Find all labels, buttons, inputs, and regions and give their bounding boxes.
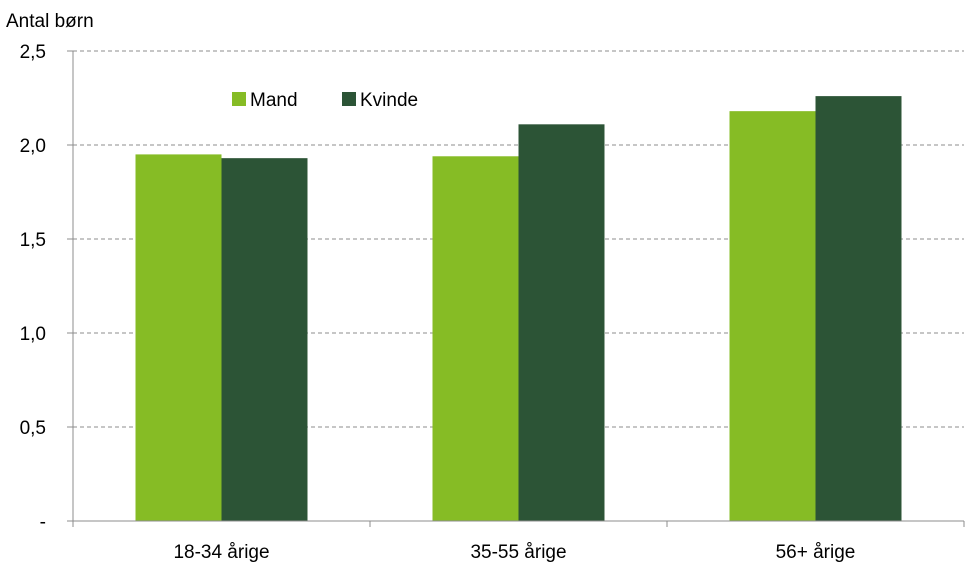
y-axis-label: Antal børn [6,11,94,32]
legend-label-kvinde: Kvinde [360,90,418,111]
bars [135,96,902,522]
legend: Mand Kvinde [232,90,418,111]
x-tick-labels: 18-34 årige 35-55 årige 56+ årige [173,542,855,563]
axes [72,51,965,527]
legend-swatch-mand [232,92,246,106]
y-tick-label: 1,0 [20,324,46,345]
y-tick-labels: - 0,5 1,0 1,5 2,0 2,5 [20,42,46,533]
y-tick-label: - [40,512,46,533]
legend-label-mand: Mand [250,90,298,111]
y-tick-label: 2,5 [20,42,46,63]
bar-mand-2 [432,156,519,521]
x-tick-label: 35-55 årige [470,542,566,563]
y-tick-label: 1,5 [20,230,46,251]
x-tick-label: 18-34 årige [173,542,269,563]
bar-kvinde-2 [518,124,605,521]
y-tick-label: 0,5 [20,418,46,439]
x-tick-label: 56+ årige [776,542,856,563]
y-tick-label: 2,0 [20,136,46,157]
legend-swatch-kvinde [342,92,356,106]
bar-mand-1 [135,154,222,521]
bar-kvinde-1 [221,158,308,521]
bar-mand-3 [729,111,816,521]
bar-kvinde-3 [815,96,902,522]
